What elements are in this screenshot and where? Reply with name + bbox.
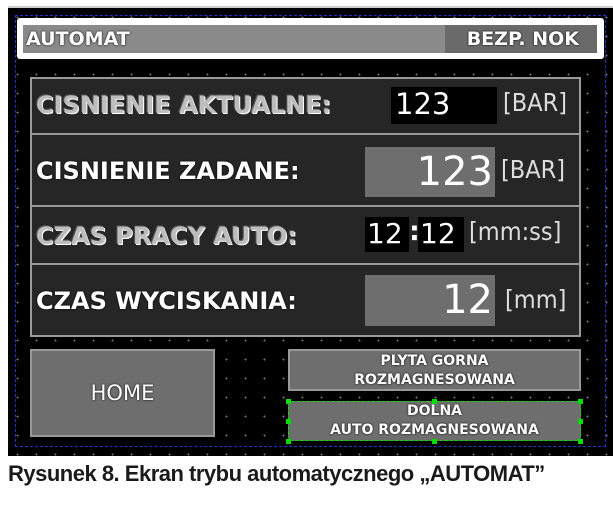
set-pressure-unit: [BAR] (501, 155, 565, 184)
pressing-time-input[interactable]: 12 (365, 275, 495, 326)
set-pressure-input[interactable]: 123 (365, 147, 495, 197)
minutes-display: 12 (365, 217, 409, 252)
current-pressure-unit: [BAR] (503, 88, 567, 117)
minutes-value: 12 (367, 217, 403, 250)
current-pressure-value: 123 (395, 87, 451, 121)
set-pressure-value: 123 (416, 149, 493, 195)
figure-caption: Rysunek 8. Ekran trybu automatycznego „A… (8, 461, 545, 486)
upper-plate-line2: ROZMAGNESOWANA (354, 372, 515, 388)
current-pressure-label: CISNIENIE AKTUALNE: (36, 91, 332, 119)
row-auto-work-time: CZAS PRACY AUTO: 12 : 12 [mm:ss] (30, 205, 581, 265)
home-button[interactable]: HOME (30, 349, 215, 437)
mode-label: AUTOMAT (23, 25, 445, 53)
safety-status: BEZP. NOK (445, 25, 597, 53)
pressing-time-value: 12 (442, 277, 493, 323)
selection-handle[interactable] (578, 399, 583, 404)
lower-plate-button[interactable]: DOLNA AUTO ROZMAGNESOWANA (288, 401, 581, 441)
work-time-unit: [mm:ss] (469, 217, 562, 246)
seconds-display: 12 (418, 217, 464, 252)
selection-handle[interactable] (578, 439, 583, 444)
selection-handle[interactable] (286, 439, 291, 444)
upper-plate-line1: PLYTA GORNA (380, 353, 489, 369)
guide-frame (15, 15, 606, 447)
row-current-pressure: CISNIENIE AKTUALNE: 123 [BAR] (30, 77, 581, 135)
selection-handle[interactable] (578, 419, 583, 424)
lower-plate-line2: AUTO ROZMAGNESOWANA (330, 422, 539, 438)
pressing-time-label: CZAS WYCISKANIA: (36, 287, 297, 315)
auto-work-time-label: CZAS PRACY AUTO: (36, 222, 297, 250)
current-pressure-display: 123 (391, 87, 497, 124)
row-set-pressure: CISNIENIE ZADANE: 123 [BAR] (30, 133, 581, 207)
pressing-time-unit: [mm] (505, 285, 567, 314)
selection-handle[interactable] (286, 419, 291, 424)
time-separator: : (409, 216, 420, 247)
set-pressure-label: CISNIENIE ZADANE: (36, 157, 300, 185)
row-pressing-time: CZAS WYCISKANIA: 12 [mm] (30, 263, 581, 337)
selection-handle[interactable] (432, 399, 437, 404)
selection-handle[interactable] (432, 439, 437, 444)
lower-plate-line1: DOLNA (407, 403, 462, 419)
upper-plate-button[interactable]: PLYTA GORNA ROZMAGNESOWANA (288, 349, 581, 391)
selection-handle[interactable] (286, 399, 291, 404)
seconds-value: 12 (420, 217, 456, 250)
